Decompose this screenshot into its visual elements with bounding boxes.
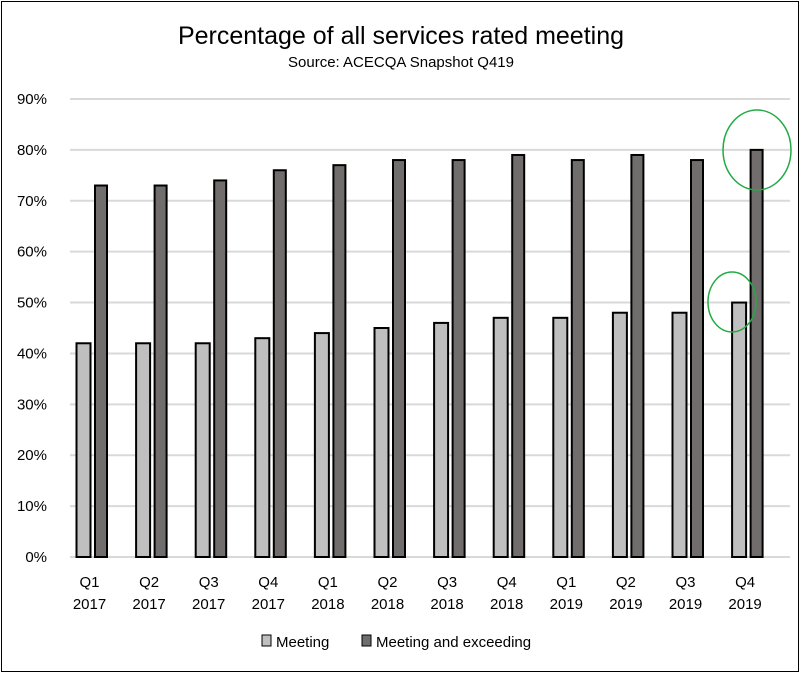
- y-tick-label: 60%: [17, 244, 47, 261]
- y-tick-label: 80%: [17, 142, 47, 159]
- y-tick-label: 20%: [17, 447, 47, 464]
- x-tick-label-quarter: Q4: [497, 574, 517, 591]
- bar-meeting-and-exceeding: [749, 148, 764, 558]
- x-tick-label-quarter: Q1: [79, 574, 99, 591]
- x-tick-label-year: 2018: [311, 596, 344, 613]
- legend-swatch: [261, 634, 272, 647]
- x-tick-label-year: 2019: [609, 596, 642, 613]
- highlight-ellipse-meeting: [707, 271, 757, 333]
- y-tick-label: 10%: [17, 498, 47, 515]
- x-tick-label-quarter: Q1: [556, 574, 576, 591]
- bar-meeting-and-exceeding: [392, 159, 406, 558]
- x-tick-label-year: 2018: [490, 596, 523, 613]
- y-tick-label: 90%: [17, 91, 47, 108]
- legend-label: Meeting and exceeding: [376, 634, 531, 651]
- bar-meeting: [75, 342, 92, 558]
- x-tick-label-year: 2019: [550, 596, 583, 613]
- x-tick-label-quarter: Q4: [258, 574, 278, 591]
- x-tick-label-year: 2019: [669, 596, 702, 613]
- x-tick-label-quarter: Q4: [735, 574, 755, 591]
- highlight-ellipse-exceeding: [722, 109, 792, 191]
- bar-meeting: [373, 327, 390, 558]
- y-tick-label: 30%: [17, 396, 47, 413]
- bar-meeting-and-exceeding: [570, 159, 585, 558]
- bar-meeting: [135, 342, 152, 558]
- bar-meeting-and-exceeding: [153, 184, 168, 558]
- bar-meeting: [552, 316, 569, 559]
- chart-title: Percentage of all services rated meeting: [178, 22, 624, 50]
- y-tick-label: 0%: [25, 549, 47, 566]
- y-tick-label: 70%: [17, 193, 47, 210]
- chart-subtitle: Source: ACECQA Snapshot Q419: [288, 54, 514, 71]
- bar-meeting: [313, 332, 330, 559]
- bar-meeting: [731, 301, 748, 558]
- x-tick-label-quarter: Q2: [139, 574, 159, 591]
- x-tick-label-year: 2017: [132, 596, 165, 613]
- bar-meeting-and-exceeding: [690, 159, 704, 558]
- legend-swatch: [361, 634, 372, 647]
- bar-meeting-and-exceeding: [272, 169, 287, 558]
- x-tick-label-quarter: Q3: [437, 574, 457, 591]
- x-tick-label-year: 2018: [371, 596, 404, 613]
- x-tick-label-quarter: Q2: [616, 574, 636, 591]
- x-tick-label-year: 2018: [430, 596, 463, 613]
- bar-meeting: [492, 316, 509, 559]
- bar-meeting: [433, 321, 450, 558]
- bar-meeting-and-exceeding: [511, 153, 526, 558]
- x-tick-label-quarter: Q1: [318, 574, 338, 591]
- x-tick-label-year: 2017: [73, 596, 106, 613]
- y-tick-label: 50%: [17, 295, 47, 312]
- x-tick-label-quarter: Q3: [199, 574, 219, 591]
- bar-meeting: [611, 311, 628, 558]
- x-tick-label-year: 2017: [252, 596, 285, 613]
- bar-meeting-and-exceeding: [213, 179, 228, 559]
- bar-meeting: [194, 342, 211, 558]
- x-tick-label-quarter: Q2: [377, 574, 397, 591]
- bar-meeting-and-exceeding: [332, 164, 347, 558]
- x-tick-label-year: 2017: [192, 596, 225, 613]
- legend-label: Meeting: [276, 634, 329, 651]
- bar-meeting-and-exceeding: [630, 153, 645, 558]
- bar-meeting-and-exceeding: [94, 184, 108, 558]
- bar-meeting-and-exceeding: [451, 159, 466, 558]
- x-tick-label-quarter: Q3: [675, 574, 695, 591]
- bar-meeting: [671, 311, 688, 558]
- y-tick-label: 40%: [17, 345, 47, 362]
- x-tick-label-year: 2019: [728, 596, 761, 613]
- bar-meeting: [254, 337, 271, 558]
